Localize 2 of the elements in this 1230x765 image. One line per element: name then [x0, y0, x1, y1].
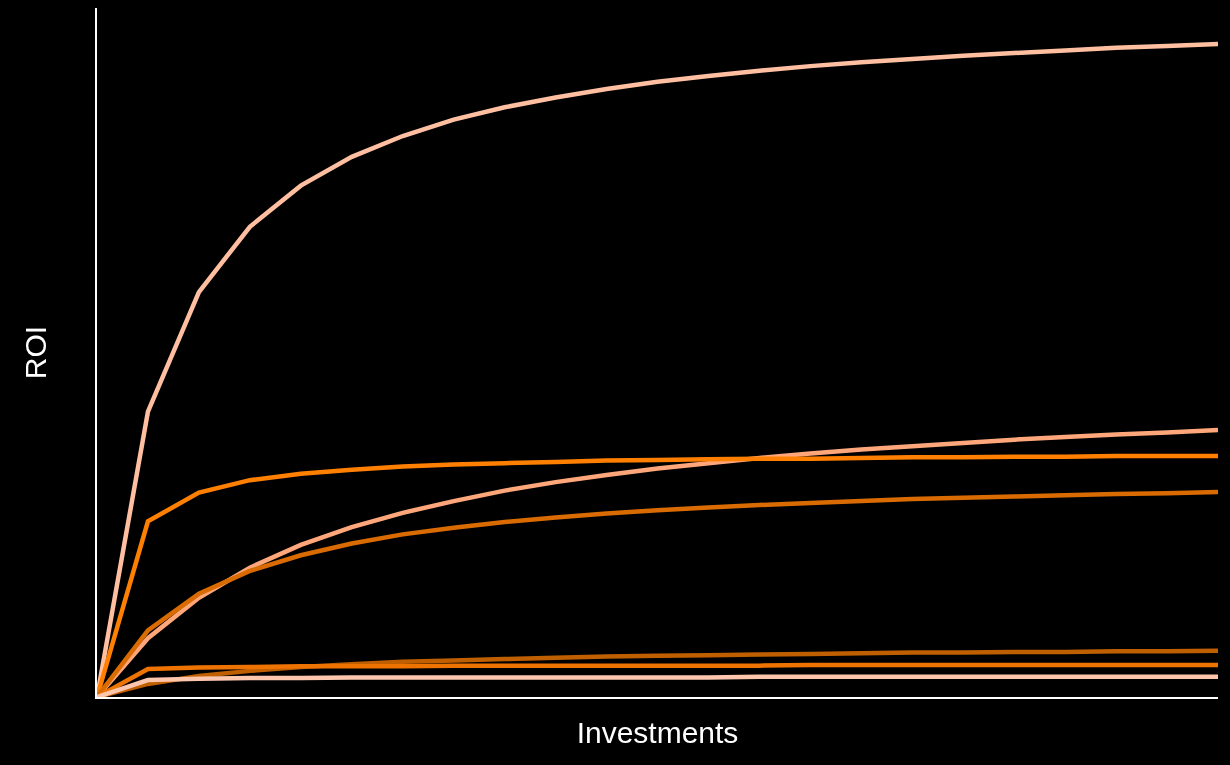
y-axis-title: ROI	[18, 325, 52, 380]
x-axis-title: Investments	[576, 716, 739, 749]
